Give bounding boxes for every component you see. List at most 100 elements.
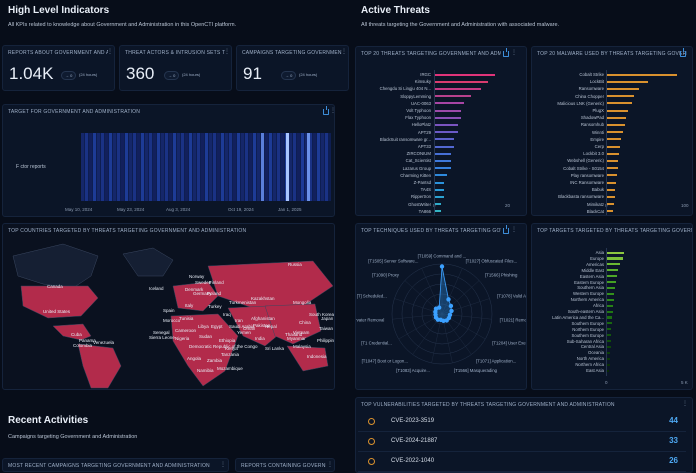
country-label: Mongolia <box>293 300 312 305</box>
heatmap-cell <box>281 133 284 201</box>
download-icon[interactable] <box>503 48 509 57</box>
bar[interactable] <box>434 123 458 127</box>
radar-point[interactable] <box>444 318 449 323</box>
reports-containing-title: REPORTS CONTAINING GOVERNMENT A... <box>241 463 326 469</box>
bar[interactable] <box>606 203 615 206</box>
bar[interactable] <box>434 203 441 206</box>
menu-dots-icon[interactable]: ⋮ <box>107 49 113 55</box>
bar[interactable] <box>606 251 624 254</box>
country-label: Vietnam <box>293 330 310 335</box>
download-icon[interactable] <box>680 48 686 57</box>
radar-point[interactable] <box>446 297 451 302</box>
kpi-card[interactable]: CAMPAIGNS TARGETING GOVERNMENT ... ⋮ 91 → 0… <box>236 45 349 91</box>
radar-point[interactable] <box>439 264 445 269</box>
bar[interactable] <box>606 152 619 155</box>
radar-label: [T1078] Valid A... <box>497 294 527 299</box>
bar[interactable] <box>434 159 451 163</box>
bar[interactable] <box>606 102 632 105</box>
bar[interactable] <box>606 340 611 343</box>
bar[interactable] <box>606 87 639 91</box>
bar[interactable] <box>434 145 455 148</box>
bar[interactable] <box>606 292 615 295</box>
bar[interactable] <box>434 138 455 141</box>
bar[interactable] <box>606 145 620 148</box>
bar[interactable] <box>606 286 615 290</box>
bar[interactable] <box>606 80 649 83</box>
bar[interactable] <box>606 95 635 98</box>
bar[interactable] <box>434 188 445 191</box>
bar[interactable] <box>606 263 620 266</box>
bar[interactable] <box>606 257 623 260</box>
country-label: Spain <box>163 308 175 313</box>
bar[interactable] <box>606 369 610 372</box>
bar[interactable] <box>606 298 614 301</box>
download-icon[interactable] <box>503 225 509 234</box>
bar[interactable] <box>606 109 628 112</box>
country-label: Sudan <box>199 334 213 339</box>
bar[interactable] <box>606 159 619 163</box>
bar[interactable] <box>434 167 451 170</box>
bar[interactable] <box>606 174 617 177</box>
vulnerability-row[interactable]: CVE-2023-3519 44 <box>358 414 686 432</box>
bar[interactable] <box>434 210 441 213</box>
bar[interactable] <box>606 138 621 141</box>
bar[interactable] <box>606 328 612 331</box>
menu-dots-icon[interactable]: ⋮ <box>341 49 347 55</box>
bar[interactable] <box>434 131 458 134</box>
bar[interactable] <box>606 195 615 199</box>
bar[interactable] <box>606 269 618 272</box>
bar[interactable] <box>434 109 461 112</box>
country-label: Panama <box>79 338 96 343</box>
vulnerability-row[interactable]: CVE-2022-1040 26 <box>358 454 686 472</box>
vulnerability-row[interactable]: CVE-2024-21887 33 <box>358 434 686 452</box>
bar[interactable] <box>606 281 616 284</box>
bar[interactable] <box>434 152 451 155</box>
bar[interactable] <box>606 322 612 325</box>
bar[interactable] <box>434 87 482 91</box>
bar[interactable] <box>606 363 610 366</box>
bar[interactable] <box>434 174 448 177</box>
bar[interactable] <box>606 275 617 278</box>
bar[interactable] <box>606 116 627 119</box>
bar[interactable] <box>606 304 614 307</box>
bar[interactable] <box>606 73 678 76</box>
bar[interactable] <box>434 181 445 184</box>
menu-dots-icon[interactable]: ⋮ <box>682 401 688 407</box>
bar[interactable] <box>606 334 612 337</box>
download-icon[interactable] <box>323 106 329 115</box>
bar[interactable] <box>606 181 617 184</box>
menu-dots-icon[interactable]: ⋮ <box>327 462 333 468</box>
bar[interactable] <box>606 188 616 191</box>
kpi-period: (24 hours) <box>79 72 98 77</box>
bar[interactable] <box>434 73 495 76</box>
heatmap-cell <box>81 133 84 201</box>
kpi-card[interactable]: THREAT ACTORS & INTRUSION SETS TA... ⋮ 360… <box>119 45 232 91</box>
menu-dots-icon[interactable]: ⋮ <box>511 50 517 56</box>
radar-point[interactable] <box>449 308 454 314</box>
menu-dots-icon[interactable]: ⋮ <box>220 462 226 468</box>
bar[interactable] <box>606 210 614 213</box>
bar[interactable] <box>434 116 461 119</box>
menu-dots-icon[interactable]: ⋮ <box>511 227 517 233</box>
bar[interactable] <box>606 351 611 354</box>
menu-dots-icon[interactable]: ⋮ <box>330 108 334 114</box>
top-techniques-panel: TOP TECHNIQUES USED BY THREATS TARGETING… <box>355 223 527 390</box>
bar[interactable] <box>434 195 445 199</box>
radar-point[interactable] <box>436 305 442 310</box>
bar[interactable] <box>434 102 465 105</box>
heatmap-cell <box>153 133 156 201</box>
world-map[interactable]: Iceland Canada United States CubaPanamaColo… <box>3 236 335 390</box>
bar[interactable] <box>434 95 471 98</box>
menu-dots-icon[interactable]: ⋮ <box>224 49 230 55</box>
bar[interactable] <box>606 357 610 360</box>
bar[interactable] <box>606 316 612 319</box>
bar[interactable] <box>434 80 488 83</box>
bar[interactable] <box>606 310 613 313</box>
bar[interactable] <box>606 131 623 134</box>
kpi-card[interactable]: REPORTS ABOUT GOVERNMENT AND AD... ⋮ 1.04K… <box>2 45 115 91</box>
bar[interactable] <box>606 345 611 349</box>
bar-label: Play ransomware <box>570 172 604 178</box>
radar-point[interactable] <box>448 303 454 309</box>
bar[interactable] <box>606 123 625 127</box>
bar[interactable] <box>606 167 618 170</box>
